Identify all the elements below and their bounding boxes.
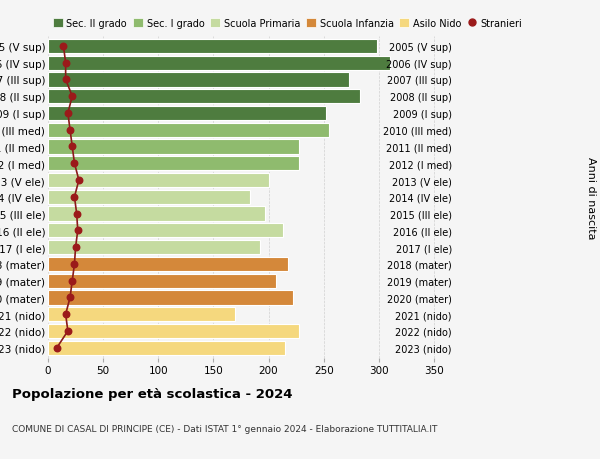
Bar xyxy=(48,73,349,87)
Text: Popolazione per età scolastica - 2024: Popolazione per età scolastica - 2024 xyxy=(12,387,293,400)
Point xyxy=(71,244,80,251)
Text: COMUNE DI CASAL DI PRINCIPE (CE) - Dati ISTAT 1° gennaio 2024 - Elaborazione TUT: COMUNE DI CASAL DI PRINCIPE (CE) - Dati … xyxy=(12,425,437,433)
Bar xyxy=(48,190,250,204)
Point xyxy=(67,93,77,101)
Bar xyxy=(48,157,299,171)
Point xyxy=(67,144,77,151)
Bar xyxy=(48,106,326,121)
Point xyxy=(70,261,79,268)
Bar xyxy=(48,241,260,255)
Point xyxy=(72,210,82,218)
Point xyxy=(67,277,77,285)
Bar xyxy=(48,90,360,104)
Bar xyxy=(48,308,235,322)
Bar xyxy=(48,291,293,305)
Point xyxy=(70,160,79,168)
Point xyxy=(52,344,62,352)
Bar xyxy=(48,257,289,271)
Point xyxy=(70,194,79,201)
Point xyxy=(59,43,68,50)
Point xyxy=(61,60,70,67)
Bar xyxy=(48,224,283,238)
Point xyxy=(73,227,83,235)
Bar xyxy=(48,207,265,221)
Bar xyxy=(48,56,390,71)
Bar xyxy=(48,324,299,338)
Bar xyxy=(48,123,329,138)
Point xyxy=(65,294,75,302)
Bar xyxy=(48,39,377,54)
Bar xyxy=(48,140,299,154)
Point xyxy=(63,110,73,118)
Point xyxy=(61,311,70,318)
Point xyxy=(61,77,70,84)
Legend: Sec. II grado, Sec. I grado, Scuola Primaria, Scuola Infanzia, Asilo Nido, Stran: Sec. II grado, Sec. I grado, Scuola Prim… xyxy=(53,19,523,28)
Bar xyxy=(48,274,276,288)
Point xyxy=(74,177,83,185)
Bar xyxy=(48,174,269,188)
Point xyxy=(63,328,73,335)
Text: Anni di nascita: Anni di nascita xyxy=(586,156,596,239)
Bar xyxy=(48,341,285,355)
Point xyxy=(65,127,75,134)
